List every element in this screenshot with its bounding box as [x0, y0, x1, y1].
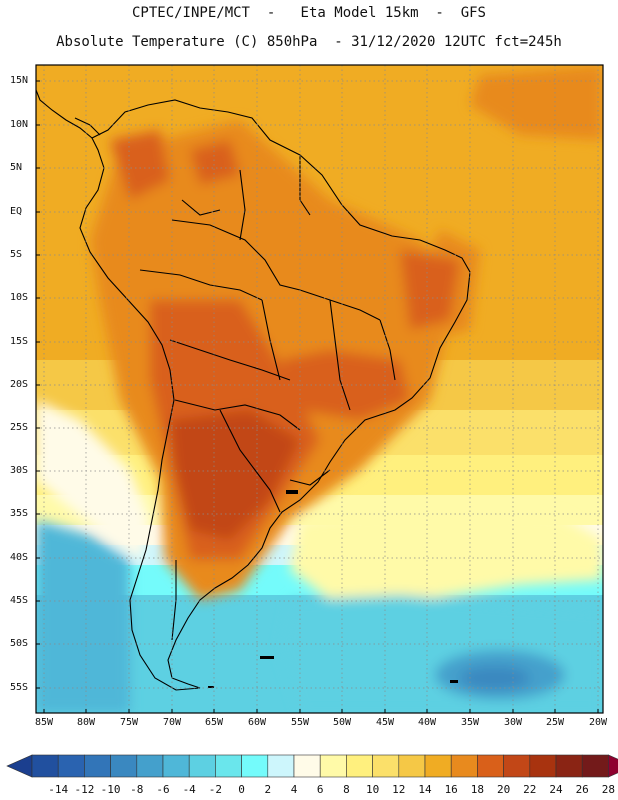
lat-label: 25S [10, 422, 29, 433]
legend-swatch [555, 754, 583, 778]
title-line-2: Absolute Temperature (C) 850hPa - 31/12/… [56, 34, 562, 50]
lat-label: 30S [10, 465, 29, 476]
lon-label: 70W [162, 717, 182, 728]
color-legend [6, 754, 618, 778]
axis-ticks [36, 80, 599, 713]
lat-label: 15N [10, 75, 29, 86]
lon-label: 50W [332, 717, 352, 728]
lon-label: 80W [76, 717, 96, 728]
legend-tick-label: -4 [182, 783, 196, 796]
legend-tick-label: 20 [496, 783, 511, 796]
lon-label: 30W [503, 717, 523, 728]
legend-tick-label: -2 [208, 783, 223, 796]
legend-tick-label: 0 [238, 783, 245, 796]
legend-swatch [241, 754, 269, 778]
legend-tick-label: 18 [470, 783, 485, 796]
legend-swatch [477, 754, 504, 778]
legend-tick-label: 12 [392, 783, 406, 796]
lat-label: 20S [10, 379, 29, 390]
lon-label: 40W [417, 717, 437, 728]
graticule [36, 65, 603, 713]
legend-tick-label: -12 [74, 783, 95, 796]
lat-label: 10N [10, 119, 29, 130]
legend-tick-label: -14 [48, 783, 69, 796]
legend-swatch [346, 754, 373, 778]
legend-swatch [293, 754, 321, 778]
legend-swatch [424, 754, 452, 778]
legend-swatch [215, 754, 242, 778]
lat-label: 45S [10, 595, 29, 606]
title-line-1: CPTEC/INPE/MCT - Eta Model 15km - GFS [131, 5, 486, 21]
legend-swatch [136, 754, 164, 778]
legend-tick-label: 16 [444, 783, 458, 796]
legend-swatch [398, 754, 426, 778]
lon-label: 85W [34, 717, 54, 728]
legend-tick-label: 22 [523, 783, 537, 796]
map-frame [35, 64, 604, 714]
lon-label: 45W [375, 717, 395, 728]
legend-swatch [267, 754, 295, 778]
legend-tick-label: 10 [365, 783, 380, 796]
temperature-field [36, 65, 603, 713]
legend-tick-label: 24 [549, 783, 563, 796]
legend-tick-label: 14 [418, 783, 432, 796]
legend-swatch [31, 754, 59, 778]
legend-swatch [450, 754, 478, 778]
legend-swatch [319, 754, 347, 778]
legend-swatch [503, 754, 531, 778]
legend-tick-label: 4 [290, 783, 298, 796]
legend-tick-label: -10 [100, 783, 121, 796]
legend-swatch [162, 754, 190, 778]
legend-arrow-high [608, 754, 618, 778]
lon-label: 60W [247, 717, 267, 728]
legend-swatch [372, 754, 400, 778]
legend-tick-label: 28 [601, 783, 616, 796]
lat-label: EQ [10, 206, 23, 217]
legend-swatch [529, 754, 557, 778]
lat-label: 55S [10, 682, 29, 693]
legend-swatch [84, 754, 111, 778]
lat-label: 40S [10, 552, 29, 563]
lon-label: 35W [460, 717, 480, 728]
legend-tick-label: -6 [156, 783, 170, 796]
legend-tick-label: 8 [343, 783, 350, 796]
islands [208, 490, 458, 688]
legend-swatch [110, 754, 138, 778]
lon-label: 75W [119, 717, 139, 728]
lat-label: 5S [10, 249, 23, 260]
lon-label: 65W [204, 717, 224, 728]
legend-tick-label: 6 [316, 783, 324, 796]
legend-swatch [57, 754, 85, 778]
legend-tick-label: 26 [575, 783, 589, 796]
legend-swatch [188, 754, 216, 778]
lon-label: 25W [545, 717, 565, 728]
legend-tick-label: 2 [264, 783, 272, 796]
lat-label: 15S [10, 336, 29, 347]
lat-label: 10S [10, 292, 29, 303]
lat-label: 35S [10, 508, 29, 519]
legend-swatch [581, 754, 609, 778]
legend-tick-label: -8 [130, 783, 144, 796]
lat-label: 50S [10, 638, 29, 649]
legend-arrow-low [6, 754, 33, 778]
lat-label: 5N [10, 162, 23, 173]
lon-label: 20W [588, 717, 608, 728]
lon-label: 55W [290, 717, 310, 728]
